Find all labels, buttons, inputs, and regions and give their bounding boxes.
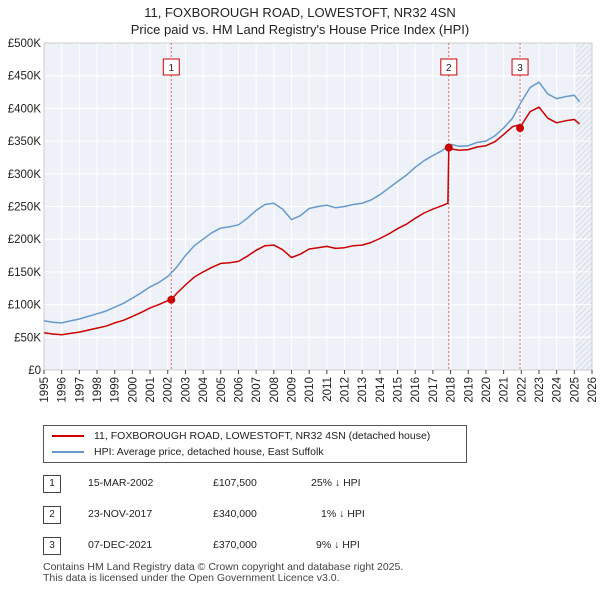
footer: Contains HM Land Registry data © Crown c… (43, 562, 403, 584)
sale-number: 3 (43, 537, 61, 555)
x-tick-label: 2007 (251, 377, 263, 403)
y-tick-label: £100K (8, 300, 42, 312)
legend-label-property: 11, FOXBOROUGH ROAD, LOWESTOFT, NR32 4SN… (94, 430, 431, 442)
x-tick-label: 2021 (499, 377, 511, 403)
y-tick-label: £450K (8, 71, 42, 83)
legend-label-hpi: HPI: Average price, detached house, East… (94, 446, 324, 458)
sale-hpi-diff: 1% ↓ HPI (321, 508, 365, 520)
x-tick-label: 2002 (163, 377, 175, 403)
x-tick-label: 1996 (57, 377, 69, 403)
sale-row-1: 1 15-MAR-2002 £107,500 25% ↓ HPI (43, 475, 473, 495)
legend-swatch-hpi (52, 451, 84, 453)
sale-marker-box (511, 58, 529, 76)
x-tick-label: 2024 (552, 376, 564, 402)
x-tick-label: 2003 (180, 377, 192, 403)
y-tick-label: £500K (8, 38, 42, 50)
x-tick-label: 1999 (110, 377, 122, 403)
x-tick-label: 2025 (569, 377, 581, 403)
legend-swatch-property (52, 435, 84, 437)
title-line-1: 11, FOXBOROUGH ROAD, LOWESTOFT, NR32 4SN (144, 5, 456, 20)
sale-price: £107,500 (213, 477, 257, 489)
sale-point (167, 295, 176, 304)
x-tick-label: 2016 (410, 377, 422, 403)
x-tick-label: 2011 (322, 377, 334, 402)
chart-title: 11, FOXBOROUGH ROAD, LOWESTOFT, NR32 4SN… (0, 4, 600, 38)
x-tick-label: 2020 (481, 377, 493, 403)
x-tick-label: 2018 (446, 377, 458, 403)
sale-hpi-diff: 25% ↓ HPI (311, 477, 361, 489)
sale-number: 1 (43, 475, 61, 493)
y-tick-label: £400K (8, 103, 42, 115)
sale-date: 15-MAR-2002 (88, 477, 154, 489)
y-tick-label: £250K (8, 202, 42, 214)
sale-marker-label: 2 (446, 63, 452, 74)
y-tick-label: £200K (8, 234, 42, 246)
x-tick-label: 2022 (516, 377, 528, 403)
footer-line-2: This data is licensed under the Open Gov… (43, 572, 340, 584)
sale-date: 07-DEC-2021 (88, 539, 153, 551)
x-tick-label: 2000 (127, 377, 139, 403)
sale-date: 23-NOV-2017 (88, 508, 153, 520)
x-tick-label: 2013 (357, 377, 369, 403)
x-tick-label: 2026 (587, 377, 599, 403)
x-tick-label: 1998 (92, 377, 104, 403)
x-tick-label: 2014 (375, 376, 387, 402)
sale-point (516, 124, 525, 133)
sale-marker-label: 1 (168, 63, 174, 74)
hpi-line (43, 81, 581, 324)
x-tick-label: 2008 (269, 377, 281, 403)
y-tick-label: £300K (8, 169, 42, 181)
y-tick-label: £0 (28, 365, 41, 377)
x-tick-label: 2012 (340, 377, 352, 403)
sale-row-2: 2 23-NOV-2017 £340,000 1% ↓ HPI (43, 506, 473, 526)
sale-point (444, 143, 453, 152)
sale-price: £370,000 (213, 539, 257, 551)
sale-marker-box (440, 58, 458, 76)
footer-line-1: Contains HM Land Registry data © Crown c… (43, 561, 404, 573)
x-tick-label: 2006 (233, 377, 245, 403)
sale-hpi-diff: 9% ↓ HPI (316, 539, 360, 551)
legend: 11, FOXBOROUGH ROAD, LOWESTOFT, NR32 4SN… (43, 425, 467, 463)
x-tick-label: 2009 (286, 377, 298, 403)
sale-number: 2 (43, 506, 61, 524)
x-tick-label: 2023 (534, 377, 546, 403)
price-chart: 1 2 3 £0 £50K £100K £150K £200K £250K £300K £350K £… (8, 38, 599, 403)
x-tick-label: 2005 (216, 377, 228, 403)
x-tick-label: 2004 (198, 376, 210, 402)
x-tick-label: 2010 (304, 377, 316, 403)
x-tick-label: 1997 (74, 377, 86, 403)
title-line-2: Price paid vs. HM Land Registry's House … (130, 22, 470, 37)
x-tick-label: 1995 (39, 377, 51, 403)
sale-row-3: 3 07-DEC-2021 £370,000 9% ↓ HPI (43, 537, 473, 557)
x-tick-label: 2017 (428, 377, 440, 403)
plot-border (43, 42, 593, 371)
sale-marker-box (162, 58, 180, 76)
y-tick-label: £50K (14, 332, 41, 344)
property-price-line (43, 106, 581, 336)
sale-price: £340,000 (213, 508, 257, 520)
x-tick-label: 2001 (145, 377, 157, 403)
x-tick-label: 2019 (463, 377, 475, 403)
y-tick-label: £150K (8, 267, 42, 279)
x-tick-label: 2015 (393, 377, 405, 403)
sale-marker-label: 3 (517, 63, 523, 74)
y-tick-label: £350K (8, 136, 42, 148)
